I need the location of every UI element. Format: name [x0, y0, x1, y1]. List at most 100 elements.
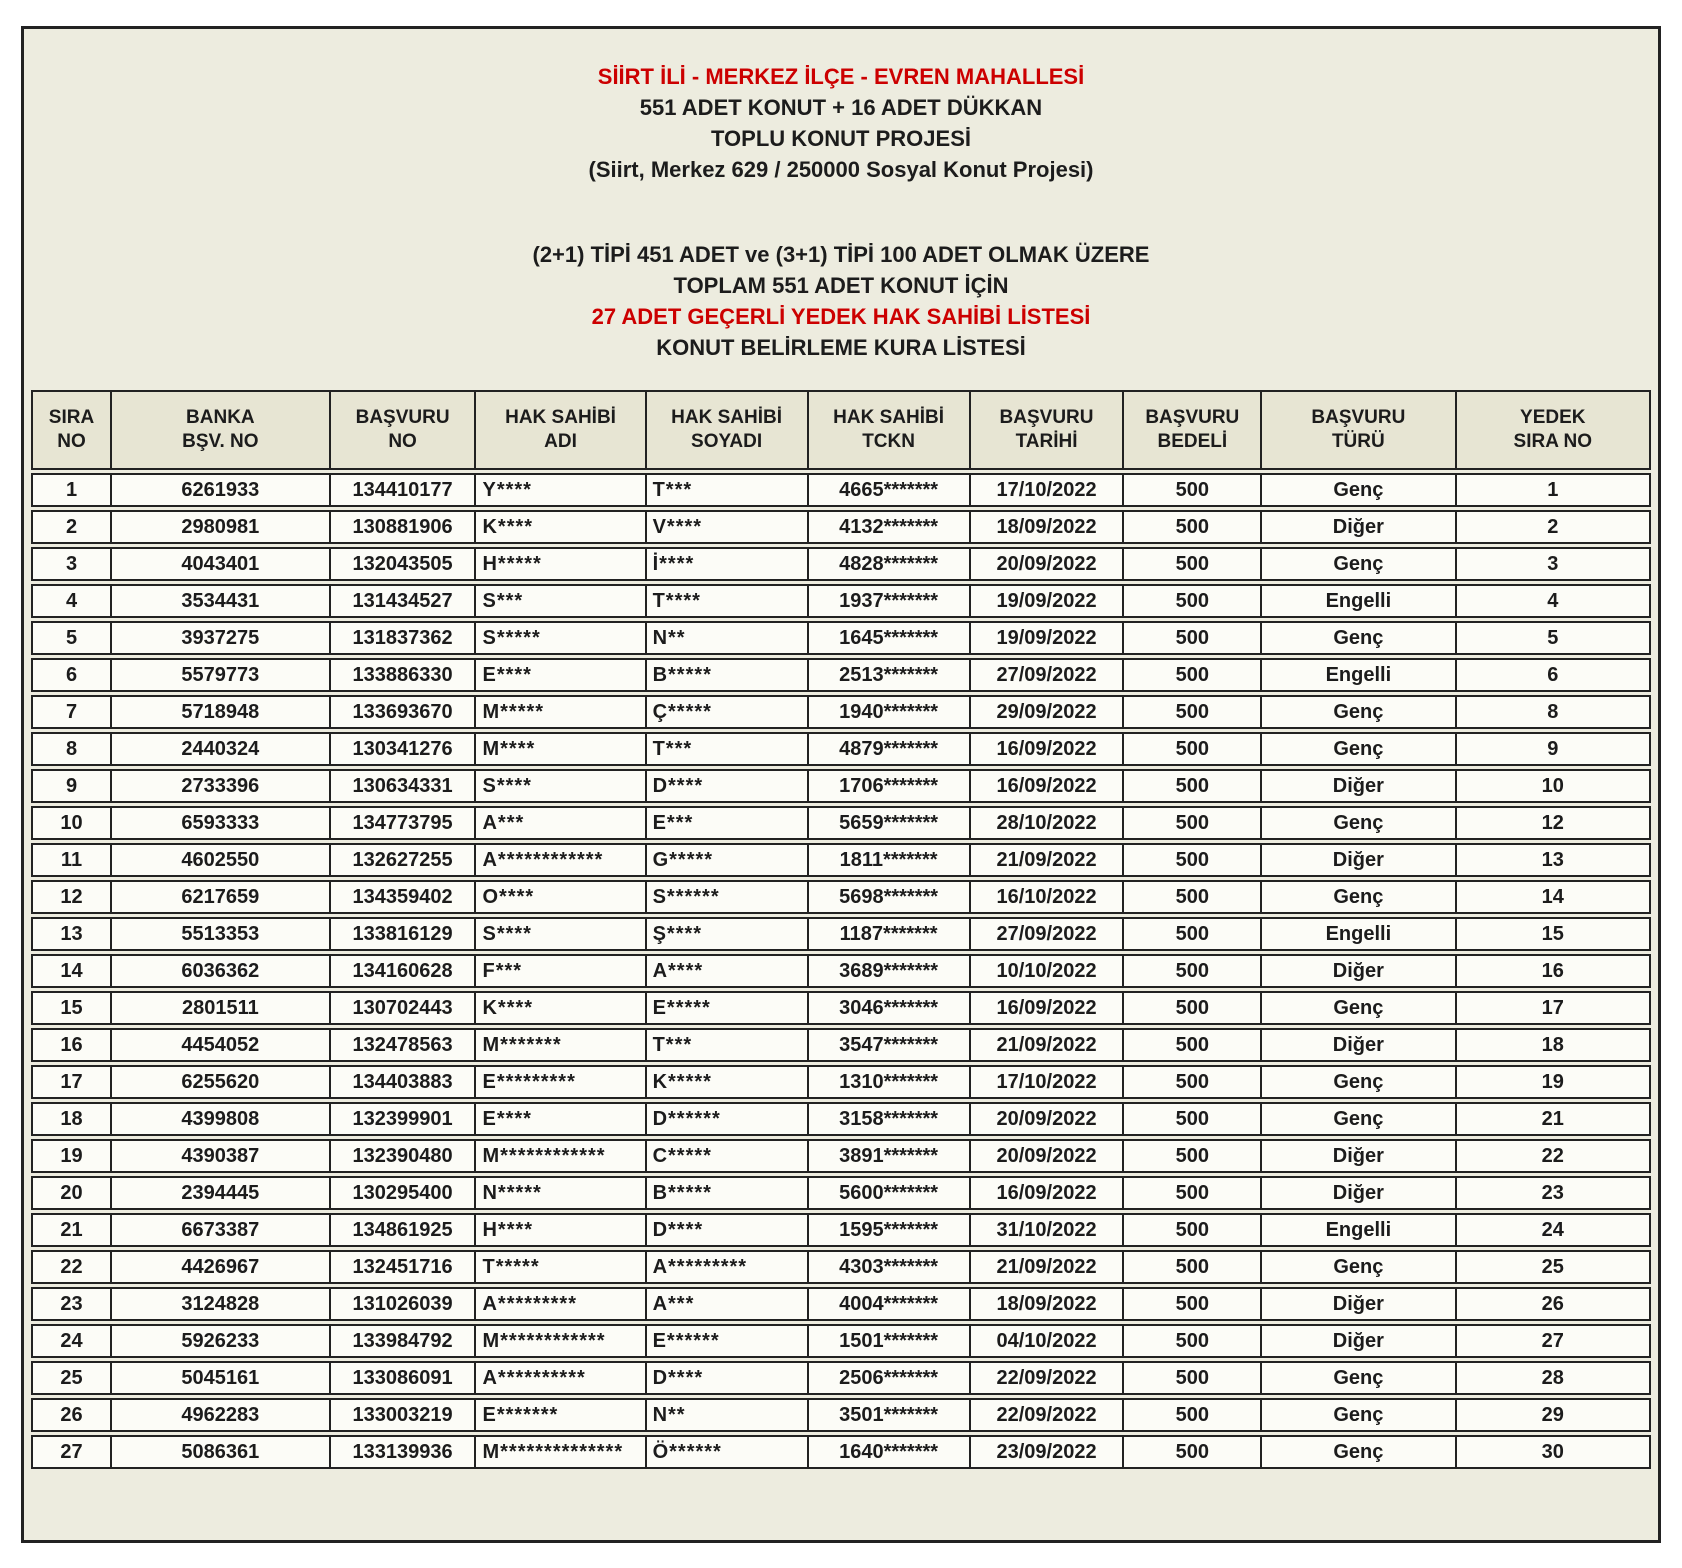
cell-basvuru-tarihi: 28/10/2022 [970, 806, 1125, 840]
cell-tckn: 2506******* [808, 1361, 971, 1395]
cell-tckn: 5659******* [808, 806, 971, 840]
table-row: 4 3534431 131434527 S*** T**** 1937******* 19/… [31, 584, 1651, 618]
cell-basvuru-tarihi: 19/09/2022 [970, 584, 1125, 618]
cell-tckn: 2513******* [808, 658, 971, 692]
cell-basvuru-bedeli: 500 [1124, 917, 1263, 951]
cell-soyadi: E****** [646, 1324, 809, 1358]
cell-sira-no: 4 [31, 584, 112, 618]
cell-soyadi: Ö****** [646, 1435, 809, 1469]
cell-sira-no: 23 [31, 1287, 112, 1321]
title-block: SİİRT İLİ - MERKEZ İLÇE - EVREN MAHALLES… [24, 29, 1658, 363]
cell-basvuru-no: 132390480 [330, 1139, 477, 1173]
title-type-breakdown: (2+1) TİPİ 451 ADET ve (3+1) TİPİ 100 AD… [532, 242, 1150, 267]
cell-yedek-sira-no: 2 [1456, 510, 1651, 544]
column-header-basvuru-bedeli: BAŞVURU BEDELİ [1124, 390, 1263, 470]
cell-basvuru-no: 134160628 [330, 954, 477, 988]
cell-basvuru-turu: Genç [1262, 1398, 1457, 1432]
table-row: 12 6217659 134359402 O**** S****** 5698******… [31, 880, 1651, 914]
cell-yedek-sira-no: 27 [1456, 1324, 1651, 1358]
cell-sira-no: 15 [31, 991, 112, 1025]
table-row: 13 5513353 133816129 S**** Ş**** 1187******* 2… [31, 917, 1651, 951]
cell-sira-no: 10 [31, 806, 112, 840]
cell-yedek-sira-no: 13 [1456, 843, 1651, 877]
table-row: 11 4602550 132627255 A************ G***** 181… [31, 843, 1651, 877]
cell-yedek-sira-no: 8 [1456, 695, 1651, 729]
cell-basvuru-bedeli: 500 [1124, 621, 1263, 655]
cell-sira-no: 9 [31, 769, 112, 803]
lottery-table-wrapper: SIRA NO BANKA BŞV. NO BAŞVURU NO HAK SAH… [31, 387, 1651, 1472]
cell-adi: T***** [476, 1250, 647, 1284]
cell-adi: H**** [476, 1213, 647, 1247]
cell-basvuru-tarihi: 20/09/2022 [970, 547, 1125, 581]
cell-basvuru-tarihi: 22/09/2022 [970, 1398, 1125, 1432]
cell-banka-bsv-no: 4962283 [112, 1398, 331, 1432]
cell-banka-bsv-no: 4390387 [112, 1139, 331, 1173]
cell-sira-no: 3 [31, 547, 112, 581]
cell-adi: M************ [476, 1139, 647, 1173]
cell-basvuru-no: 132043505 [330, 547, 477, 581]
cell-yedek-sira-no: 9 [1456, 732, 1651, 766]
lottery-table: SIRA NO BANKA BŞV. NO BAŞVURU NO HAK SAH… [31, 387, 1651, 1472]
table-row: 1 6261933 134410177 Y**** T*** 4665******* 17/… [31, 473, 1651, 507]
cell-basvuru-turu: Engelli [1262, 917, 1457, 951]
cell-sira-no: 19 [31, 1139, 112, 1173]
cell-basvuru-tarihi: 27/09/2022 [970, 917, 1125, 951]
cell-basvuru-turu: Diğer [1262, 1287, 1457, 1321]
table-row: 22 4426967 132451716 T***** A********* 4303**… [31, 1250, 1651, 1284]
cell-sira-no: 17 [31, 1065, 112, 1099]
cell-basvuru-no: 132451716 [330, 1250, 477, 1284]
cell-banka-bsv-no: 2733396 [112, 769, 331, 803]
cell-banka-bsv-no: 5086361 [112, 1435, 331, 1469]
cell-banka-bsv-no: 4399808 [112, 1102, 331, 1136]
cell-tckn: 4004******* [808, 1287, 971, 1321]
title-units: 551 ADET KONUT + 16 ADET DÜKKAN [639, 95, 1043, 120]
cell-adi: A********** [476, 1361, 647, 1395]
cell-yedek-sira-no: 19 [1456, 1065, 1651, 1099]
cell-adi: O**** [476, 880, 647, 914]
cell-yedek-sira-no: 12 [1456, 806, 1651, 840]
cell-basvuru-no: 132627255 [330, 843, 477, 877]
column-header-sira-no: SIRA NO [31, 390, 112, 470]
cell-basvuru-turu: Diğer [1262, 1139, 1457, 1173]
cell-sira-no: 8 [31, 732, 112, 766]
cell-basvuru-tarihi: 21/09/2022 [970, 843, 1125, 877]
cell-banka-bsv-no: 4043401 [112, 547, 331, 581]
cell-basvuru-bedeli: 500 [1124, 584, 1263, 618]
cell-yedek-sira-no: 14 [1456, 880, 1651, 914]
cell-banka-bsv-no: 5579773 [112, 658, 331, 692]
cell-sira-no: 6 [31, 658, 112, 692]
cell-sira-no: 1 [31, 473, 112, 507]
cell-adi: E**** [476, 1102, 647, 1136]
cell-basvuru-no: 133886330 [330, 658, 477, 692]
cell-adi: S**** [476, 917, 647, 951]
cell-yedek-sira-no: 28 [1456, 1361, 1651, 1395]
cell-basvuru-bedeli: 500 [1124, 843, 1263, 877]
cell-banka-bsv-no: 6036362 [112, 954, 331, 988]
cell-soyadi: D**** [646, 769, 809, 803]
cell-basvuru-bedeli: 500 [1124, 769, 1263, 803]
cell-tckn: 1940******* [808, 695, 971, 729]
cell-banka-bsv-no: 4426967 [112, 1250, 331, 1284]
column-header-banka-bsv-no: BANKA BŞV. NO [112, 390, 331, 470]
cell-soyadi: D****** [646, 1102, 809, 1136]
cell-soyadi: B***** [646, 658, 809, 692]
cell-basvuru-tarihi: 17/10/2022 [970, 473, 1125, 507]
cell-adi: N***** [476, 1176, 647, 1210]
cell-basvuru-turu: Engelli [1262, 1213, 1457, 1247]
cell-adi: E******* [476, 1398, 647, 1432]
title-location: SİİRT İLİ - MERKEZ İLÇE - EVREN MAHALLES… [597, 64, 1085, 89]
cell-soyadi: B***** [646, 1176, 809, 1210]
cell-basvuru-tarihi: 31/10/2022 [970, 1213, 1125, 1247]
cell-basvuru-turu: Genç [1262, 1065, 1457, 1099]
document-sheet: SİİRT İLİ - MERKEZ İLÇE - EVREN MAHALLES… [21, 26, 1661, 1543]
cell-basvuru-turu: Diğer [1262, 1028, 1457, 1062]
cell-tckn: 1595******* [808, 1213, 971, 1247]
cell-sira-no: 5 [31, 621, 112, 655]
cell-yedek-sira-no: 18 [1456, 1028, 1651, 1062]
cell-soyadi: T*** [646, 1028, 809, 1062]
cell-banka-bsv-no: 2394445 [112, 1176, 331, 1210]
cell-adi: A********* [476, 1287, 647, 1321]
cell-adi: M************ [476, 1324, 647, 1358]
table-row: 18 4399808 132399901 E**** D****** 3158******… [31, 1102, 1651, 1136]
cell-basvuru-tarihi: 27/09/2022 [970, 658, 1125, 692]
